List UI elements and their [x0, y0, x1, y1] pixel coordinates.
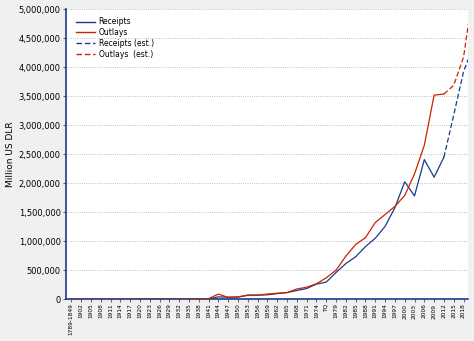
Y-axis label: Million US DLR: Million US DLR — [6, 121, 15, 187]
Legend: Receipts, Outlays, Receipts (est.), Outlays  (est.): Receipts, Outlays, Receipts (est.), Outl… — [74, 16, 155, 61]
